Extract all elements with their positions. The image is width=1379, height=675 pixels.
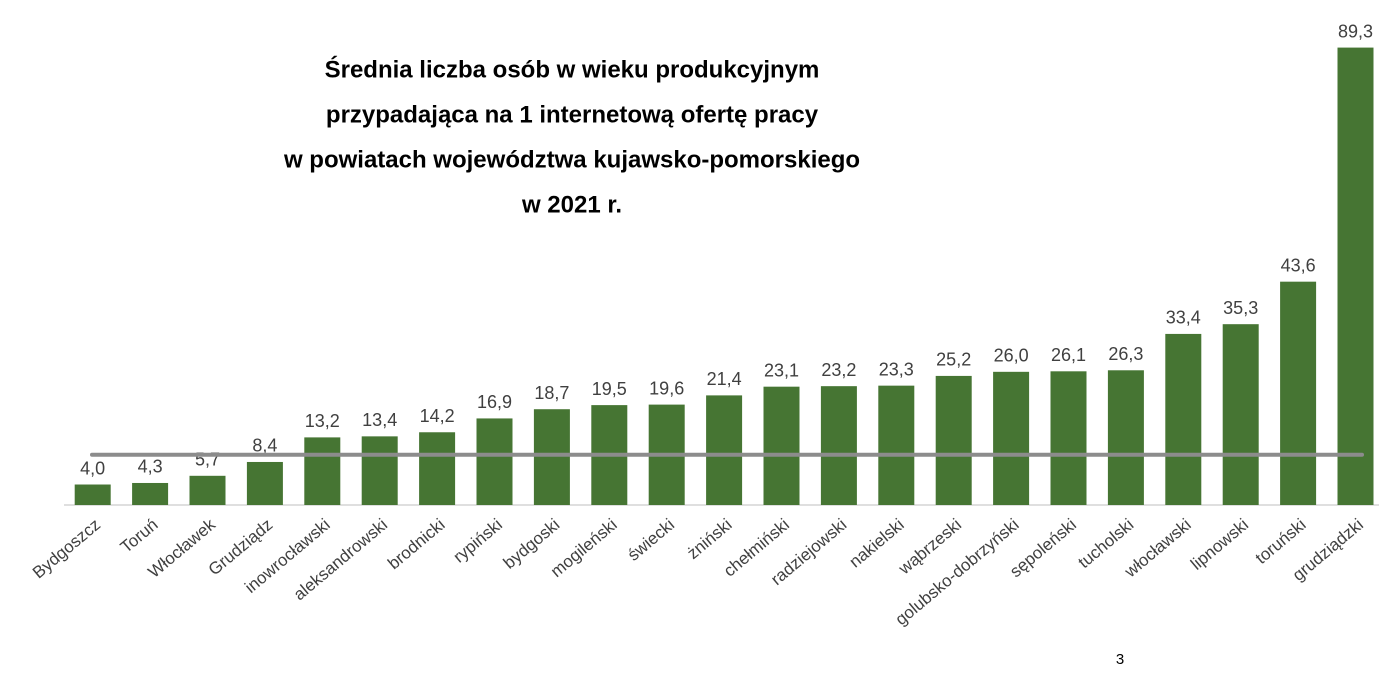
- bar: [935, 375, 972, 505]
- x-tick-label: Bydgoszcz: [29, 515, 104, 582]
- bar: [533, 409, 570, 505]
- bar: [1280, 281, 1317, 505]
- chart-title: przypadająca na 1 internetową ofertę pra…: [326, 101, 819, 128]
- x-tick-label: żniński: [684, 515, 736, 563]
- bar: [132, 482, 169, 505]
- bar: [189, 475, 226, 505]
- x-tick-label: lipnowski: [1187, 515, 1252, 574]
- value-label: 13,2: [305, 411, 340, 431]
- x-tick-label: świecki: [624, 515, 678, 565]
- value-label: 23,2: [821, 360, 856, 380]
- value-label: 21,4: [707, 369, 742, 389]
- bar: [1222, 324, 1259, 505]
- value-label: 5,7: [195, 450, 220, 470]
- bar: [361, 436, 398, 505]
- value-label: 43,6: [1281, 255, 1316, 275]
- value-label: 19,6: [649, 378, 684, 398]
- value-label: 35,3: [1223, 298, 1258, 318]
- bar: [304, 437, 341, 505]
- chart-title: w 2021 r.: [521, 191, 622, 218]
- x-tick-label: rypiński: [450, 515, 506, 567]
- value-label: 18,7: [534, 383, 569, 403]
- chart-title: Średnia liczba osób w wieku produkcyjnym: [325, 55, 820, 83]
- value-label: 23,1: [764, 360, 799, 380]
- bar: [820, 386, 857, 505]
- value-label: 26,0: [994, 346, 1029, 366]
- value-label: 89,3: [1338, 21, 1373, 41]
- x-tick-label: Toruń: [117, 515, 162, 557]
- bar: [1107, 370, 1144, 505]
- bar: [878, 385, 915, 505]
- value-label: 19,5: [592, 379, 627, 399]
- value-label: 14,2: [420, 406, 455, 426]
- value-label: 13,4: [362, 410, 397, 430]
- value-label: 4,3: [138, 457, 163, 477]
- bar: [419, 432, 456, 505]
- bar: [246, 461, 283, 505]
- value-label: 26,1: [1051, 345, 1086, 365]
- value-label: 25,2: [936, 350, 971, 370]
- page-number: 3: [1116, 651, 1124, 668]
- bar: [1165, 333, 1202, 505]
- value-label: 4,0: [80, 458, 105, 478]
- value-label: 16,9: [477, 392, 512, 412]
- bar: [1050, 371, 1087, 505]
- bar: [706, 395, 743, 505]
- bar: [993, 371, 1030, 505]
- bar: [763, 386, 800, 505]
- bar: [1337, 47, 1374, 505]
- bar: [476, 418, 513, 505]
- value-label: 33,4: [1166, 308, 1201, 328]
- value-label: 26,3: [1108, 344, 1143, 364]
- chart-title: w powiatach województwa kujawsko-pomorsk…: [283, 146, 860, 173]
- bar: [74, 484, 111, 505]
- value-label: 23,3: [879, 359, 914, 379]
- x-tick-label: brodnicki: [384, 515, 448, 573]
- value-label: 8,4: [252, 436, 277, 456]
